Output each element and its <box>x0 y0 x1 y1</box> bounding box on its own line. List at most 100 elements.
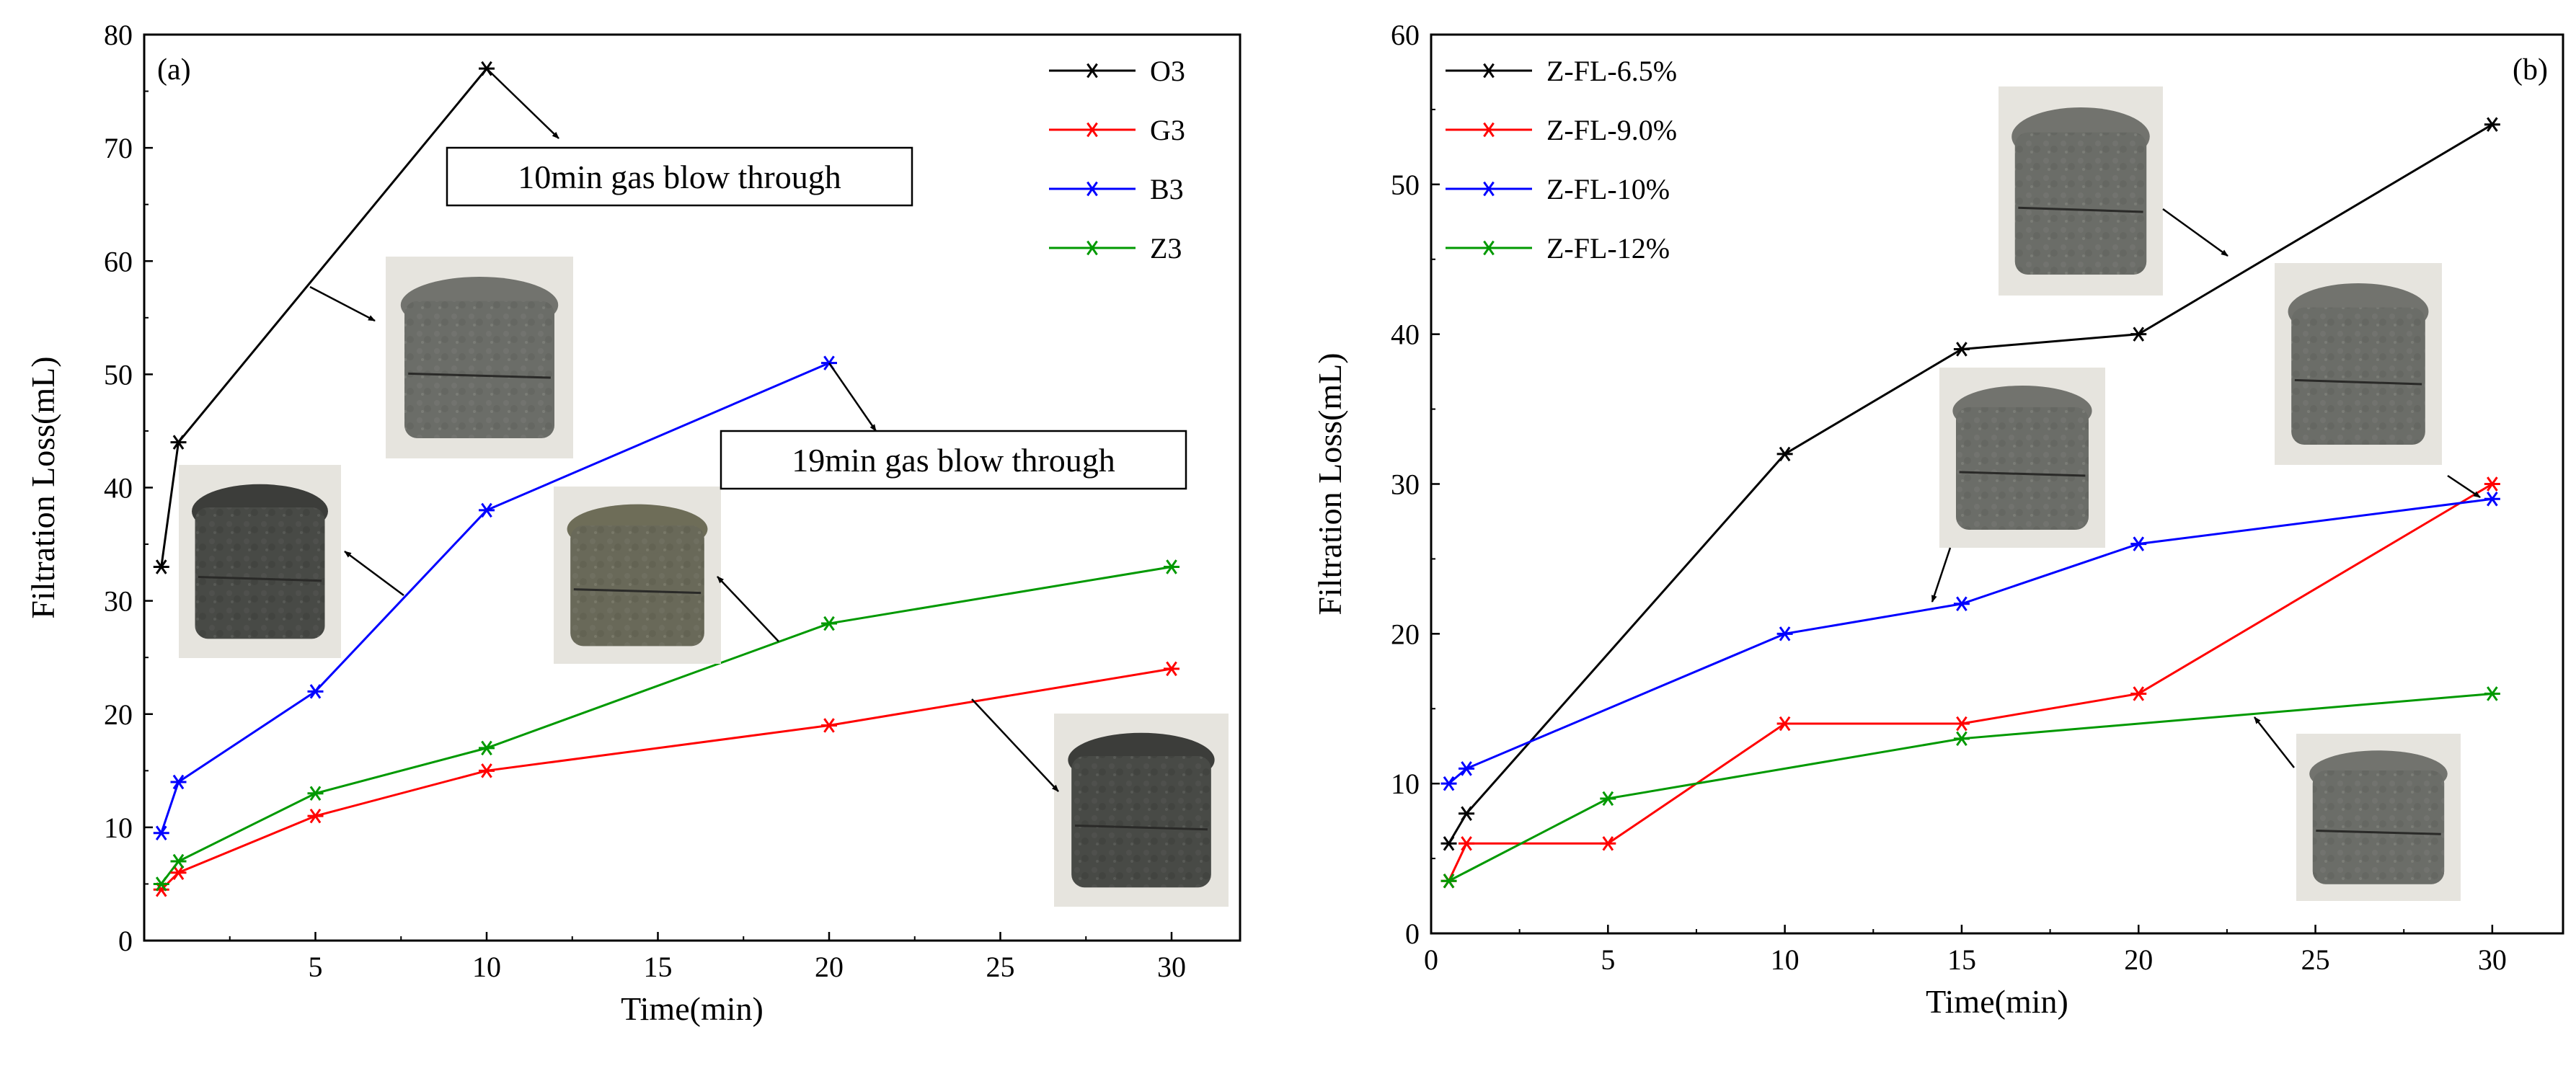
legend-item-b3: B3 <box>1049 173 1184 205</box>
data-point-z-fl-12-3 <box>2484 686 2500 701</box>
y-axis-title-b: Filtration Loss(mL) <box>1311 352 1348 615</box>
arrow-zfl90-photo <box>2447 474 2481 499</box>
legend-marker-z-fl-12 <box>1481 240 1497 256</box>
x-tick-label-a-20: 20 <box>815 951 844 983</box>
y-tick-label-b-60: 60 <box>1391 19 1420 51</box>
data-point-z-fl-6-5-1 <box>1459 806 1475 821</box>
photos-a <box>179 257 1229 907</box>
legend-item-z-fl-6-5: Z-FL-6.5% <box>1446 55 1677 87</box>
data-point-z-fl-12-1 <box>1600 791 1616 807</box>
y-tick-label-b-10: 10 <box>1391 768 1420 800</box>
data-point-z3-2 <box>307 786 324 801</box>
legend-marker-z-fl-10 <box>1481 181 1497 197</box>
data-point-z-fl-9-0-4 <box>1953 716 1970 732</box>
legend-marker-o3 <box>1084 63 1100 79</box>
y-tick-label-a-40: 40 <box>104 472 133 505</box>
data-point-o3-1 <box>170 435 187 450</box>
y-tick-label-a-0: 0 <box>118 925 133 957</box>
legend-marker-z-fl-9-0 <box>1481 122 1497 138</box>
arrow-g3-photo <box>971 698 1059 792</box>
y-tick-label-b-0: 0 <box>1405 918 1420 950</box>
data-point-z-fl-10-3 <box>1953 596 1970 611</box>
arrow-zfl65-photo <box>2162 208 2228 257</box>
legend-item-z-fl-10: Z-FL-10% <box>1446 173 1670 205</box>
y-tick-label-a-50: 50 <box>104 358 133 391</box>
data-point-z-fl-6-5-3 <box>1953 342 1970 357</box>
photo-z-fl-9-0-cake <box>2275 263 2442 465</box>
legend-label-z-fl-6-5: Z-FL-6.5% <box>1546 55 1677 87</box>
photo-b3-cake <box>179 465 341 658</box>
legend-a: O3 G3 B3 Z3 <box>1049 55 1185 265</box>
axes-a: 5 10 15 20 25 30 0 10 20 30 40 50 60 70 80 <box>104 19 1186 983</box>
legend-marker-z3 <box>1084 240 1100 256</box>
data-point-z-fl-9-0-2 <box>1600 836 1616 851</box>
series-markers-a <box>153 61 1179 897</box>
y-tick-label-a-80: 80 <box>104 19 133 51</box>
data-point-z-fl-12-2 <box>1953 731 1970 747</box>
x-tick-label-b-5: 5 <box>1601 943 1615 976</box>
data-point-z3-3 <box>479 740 495 756</box>
y-tick-label-a-30: 30 <box>104 585 133 618</box>
x-tick-label-b-15: 15 <box>1947 943 1976 976</box>
legend-label-o3: O3 <box>1150 55 1185 87</box>
photo-z-fl-10-cake <box>1939 368 2105 548</box>
annotations-b <box>1931 208 2481 768</box>
legend-b: Z-FL-6.5% Z-FL-9.0% Z-FL-10% Z-FL-12% <box>1446 55 1677 265</box>
data-point-g3-4 <box>821 718 837 733</box>
annotation-2: 19min gas blow through <box>720 430 1187 490</box>
data-point-z3-0 <box>153 876 169 892</box>
data-point-z3-4 <box>821 616 837 631</box>
x-tick-label-b-30: 30 <box>2478 943 2507 976</box>
data-point-z-fl-12-0 <box>1440 874 1457 889</box>
data-point-z-fl-9-0-5 <box>2130 686 2147 701</box>
legend-label-z-fl-9-0: Z-FL-9.0% <box>1546 114 1677 146</box>
x-tick-label-a-10: 10 <box>472 951 501 983</box>
arrow-o3-photo <box>309 285 376 322</box>
panel-label-b: (b) <box>2513 53 2548 86</box>
photos-b <box>1939 86 2461 901</box>
series-line-z-fl-12 <box>1448 692 2493 882</box>
photo-z-fl-6-5-cake <box>1999 86 2163 296</box>
legend-label-g3: G3 <box>1150 114 1185 146</box>
legend-label-z-fl-10: Z-FL-10% <box>1546 173 1670 205</box>
arrow-zfl12-photo <box>2254 716 2295 768</box>
legend-label-z3: Z3 <box>1150 232 1182 265</box>
data-point-g3-1 <box>170 865 187 880</box>
legend-label-b3: B3 <box>1150 173 1184 205</box>
data-point-z-fl-10-2 <box>1776 626 1793 641</box>
legend-item-z3: Z3 <box>1049 232 1182 265</box>
series-markers-b <box>1440 117 2500 889</box>
x-tick-label-a-5: 5 <box>309 951 323 983</box>
series-line-g3 <box>160 667 1172 891</box>
legend-marker-z-fl-6-5 <box>1481 63 1497 79</box>
data-point-o3-0 <box>153 559 169 574</box>
legend-item-o3: O3 <box>1049 55 1185 87</box>
data-point-z-fl-9-0-3 <box>1776 716 1793 732</box>
data-point-g3-2 <box>307 808 324 824</box>
data-point-z-fl-6-5-4 <box>2130 327 2147 342</box>
y-tick-label-b-50: 50 <box>1391 169 1420 201</box>
annotations-a: 10min gas blow through 19min gas blow thr… <box>309 68 1187 792</box>
axes-b: 0 5 10 15 20 25 30 0 10 20 30 40 50 60 <box>1391 19 2507 976</box>
y-tick-label-a-20: 20 <box>104 698 133 731</box>
legend-item-z-fl-9-0: Z-FL-9.0% <box>1446 114 1677 146</box>
x-tick-label-b-20: 20 <box>2124 943 2153 976</box>
y-tick-label-b-30: 30 <box>1391 468 1420 501</box>
annotation-1: 10min gas blow through <box>446 146 913 207</box>
arrow-b3-photo <box>344 550 404 597</box>
data-point-z-fl-6-5-5 <box>2484 117 2500 132</box>
legend-item-z-fl-12: Z-FL-12% <box>1446 232 1670 265</box>
x-tick-label-b-10: 10 <box>1771 943 1800 976</box>
data-point-b3-0 <box>153 825 169 840</box>
data-point-z-fl-9-0-1 <box>1459 836 1475 851</box>
data-point-z-fl-6-5-0 <box>1440 836 1457 851</box>
y-axis-title-a: Filtration Loss(mL) <box>25 356 61 618</box>
y-tick-label-b-20: 20 <box>1391 618 1420 650</box>
photo-g3-cake <box>1054 714 1229 907</box>
data-point-z-fl-9-0-6 <box>2484 476 2500 492</box>
x-tick-label-a-15: 15 <box>644 951 673 983</box>
photo-z-fl-12-cake <box>2296 734 2461 901</box>
y-tick-label-a-70: 70 <box>104 132 133 164</box>
data-point-z-fl-10-1 <box>1459 761 1475 776</box>
